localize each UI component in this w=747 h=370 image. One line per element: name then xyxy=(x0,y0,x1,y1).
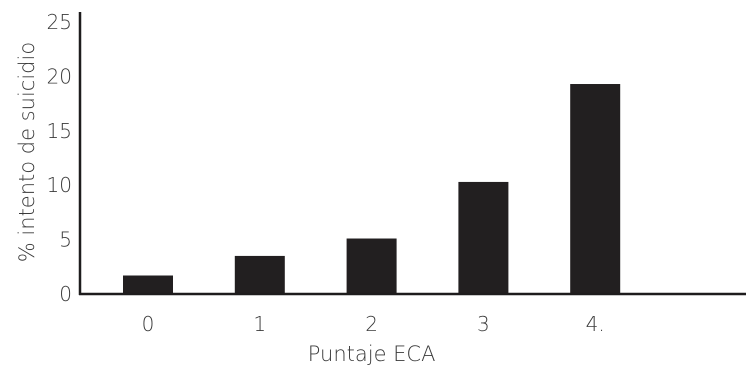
y-tick-label: 15 xyxy=(47,119,72,143)
bar-1 xyxy=(234,255,285,294)
y-tick-label: 10 xyxy=(47,173,72,197)
y-tick-label: 0 xyxy=(59,282,72,306)
x-axis-label: Puntaje ECA xyxy=(308,342,436,366)
bar-4 xyxy=(570,84,621,295)
y-axis-ticks: 0 5 10 15 20 25 xyxy=(47,10,72,306)
x-tick-label: 4. xyxy=(586,312,605,336)
x-tick-label: 2 xyxy=(365,312,378,336)
y-tick-label: 25 xyxy=(47,10,72,34)
x-tick-label: 3 xyxy=(477,312,490,336)
x-axis-ticks: 0 1 2 3 4. xyxy=(142,312,605,336)
bar-3 xyxy=(458,181,509,294)
x-tick-label: 1 xyxy=(253,312,266,336)
y-tick-label: 20 xyxy=(47,64,72,88)
y-tick-label: 5 xyxy=(59,228,72,252)
bars xyxy=(123,84,621,295)
bar-0 xyxy=(123,275,173,294)
y-axis-label: % intento de suicidio xyxy=(15,42,39,262)
bar-2 xyxy=(346,238,397,294)
x-tick-label: 0 xyxy=(142,312,155,336)
